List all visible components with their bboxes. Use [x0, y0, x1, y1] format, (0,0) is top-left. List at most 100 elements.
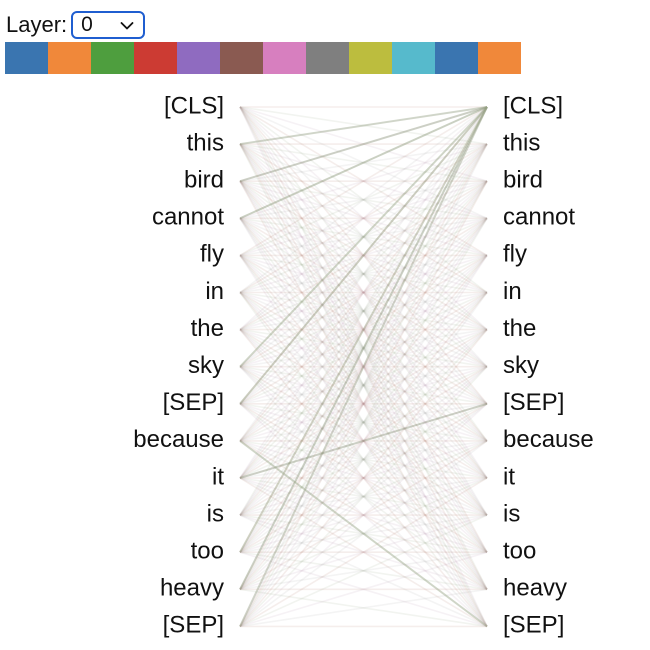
attention-line	[239, 106, 488, 182]
left-token[interactable]: heavy	[160, 575, 224, 602]
attention-line	[239, 291, 488, 368]
attention-line	[239, 217, 488, 294]
right-token[interactable]: too	[503, 538, 536, 565]
attention-line	[239, 366, 488, 627]
attention-line	[239, 143, 488, 220]
attention-line	[239, 328, 488, 516]
attention-line	[239, 403, 488, 590]
right-token[interactable]: because	[503, 426, 594, 453]
left-token[interactable]: in	[205, 278, 224, 305]
left-token[interactable]: fly	[200, 241, 224, 268]
attention-line	[239, 366, 488, 590]
attention-line	[239, 440, 488, 628]
attention-line	[239, 366, 488, 627]
attention-line	[239, 106, 488, 516]
attention-line	[239, 143, 488, 590]
attention-line	[239, 143, 488, 182]
attention-line	[239, 291, 488, 590]
right-token[interactable]: fly	[503, 241, 527, 268]
attention-line	[239, 254, 488, 331]
layer-select[interactable]: 0	[71, 11, 146, 39]
head-swatch-2[interactable]	[91, 42, 134, 74]
attention-line	[239, 328, 488, 405]
attention-line	[239, 440, 488, 590]
right-token[interactable]: [SEP]	[503, 389, 564, 416]
right-token[interactable]: it	[503, 463, 515, 490]
attention-line	[239, 106, 488, 368]
attention-line	[239, 180, 488, 590]
attention-line	[239, 143, 488, 368]
attention-line	[239, 217, 488, 590]
attention-line	[239, 403, 488, 590]
left-token[interactable]: sky	[188, 352, 224, 379]
left-token[interactable]: [CLS]	[164, 92, 224, 119]
attention-line	[239, 291, 488, 516]
attention-line	[239, 143, 488, 479]
attention-line	[239, 254, 488, 294]
right-token[interactable]: is	[503, 500, 520, 527]
attention-line	[239, 143, 488, 182]
right-token[interactable]: [SEP]	[503, 612, 564, 639]
left-token[interactable]: [SEP]	[163, 389, 224, 416]
head-swatch-0[interactable]	[5, 42, 48, 74]
right-token[interactable]: heavy	[503, 575, 567, 602]
head-swatch-10[interactable]	[435, 42, 478, 74]
attention-line	[239, 106, 488, 442]
attention-line	[239, 254, 488, 516]
right-token-column: [CLS] this bird cannot fly in the sky [SEP] becau…	[503, 92, 594, 638]
attention-line	[239, 143, 488, 220]
attention-line	[239, 328, 488, 442]
attention-line	[239, 291, 488, 331]
left-token[interactable]: because	[133, 426, 224, 453]
head-swatch-1[interactable]	[48, 42, 91, 74]
left-token[interactable]: is	[207, 500, 224, 527]
attention-line	[239, 106, 488, 145]
right-token[interactable]: in	[503, 278, 522, 305]
right-token[interactable]: [CLS]	[503, 92, 563, 119]
attention-line	[239, 143, 488, 516]
attention-line	[239, 292, 488, 627]
left-token[interactable]: the	[191, 315, 224, 342]
head-swatch-5[interactable]	[220, 42, 263, 74]
head-swatch-6[interactable]	[263, 42, 306, 74]
layer-controls: Layer: 0	[6, 10, 146, 40]
layer-label: Layer:	[6, 12, 68, 37]
attention-line	[239, 254, 488, 627]
attention-line	[239, 254, 488, 331]
left-token[interactable]: this	[187, 129, 224, 156]
left-token[interactable]: [SEP]	[163, 612, 224, 639]
head-swatch-9[interactable]	[392, 42, 435, 74]
right-token[interactable]: this	[503, 129, 540, 156]
attention-line	[239, 254, 488, 590]
left-token[interactable]: it	[212, 463, 224, 490]
attention-line	[239, 477, 488, 591]
attention-line	[239, 329, 488, 627]
left-token[interactable]: cannot	[152, 204, 224, 231]
right-token[interactable]: the	[503, 315, 536, 342]
attention-line	[239, 254, 488, 516]
attention-line	[239, 440, 488, 628]
attention-line	[239, 477, 488, 553]
left-token[interactable]: bird	[184, 167, 224, 194]
attention-line	[239, 328, 488, 479]
right-token[interactable]: cannot	[503, 204, 575, 231]
attention-line	[239, 180, 488, 331]
attention-line	[239, 254, 488, 553]
attention-line	[239, 180, 488, 294]
head-swatch-7[interactable]	[306, 42, 349, 74]
attention-line	[239, 588, 488, 628]
attention-line	[239, 106, 488, 145]
left-token[interactable]: too	[191, 538, 224, 565]
attention-line	[239, 291, 488, 516]
attention-line	[239, 551, 488, 628]
head-swatch-11[interactable]	[478, 42, 521, 74]
head-swatch-3[interactable]	[134, 42, 177, 74]
head-swatch-4[interactable]	[177, 42, 220, 74]
right-token[interactable]: sky	[503, 352, 539, 379]
attention-line	[239, 143, 488, 331]
attention-line	[239, 328, 488, 442]
attention-line	[239, 403, 488, 442]
head-swatch-8[interactable]	[349, 42, 392, 74]
attention-line	[239, 106, 488, 257]
right-token[interactable]: bird	[503, 167, 543, 194]
